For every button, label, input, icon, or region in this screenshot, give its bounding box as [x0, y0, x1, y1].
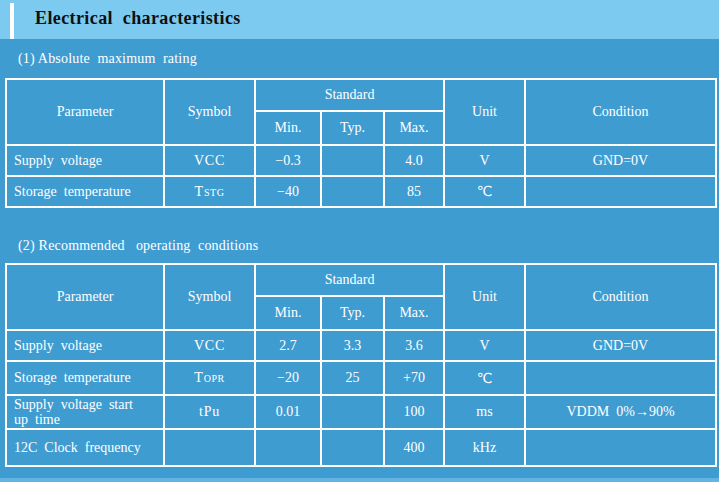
cell-condition: GND=0V: [525, 330, 716, 361]
cell-parameter: Storage temperature: [6, 176, 164, 207]
symbol-base: VCC: [194, 338, 225, 353]
symbol-base: VCC: [194, 153, 225, 168]
cell-typ: [321, 176, 384, 207]
cell-min: −20: [255, 361, 321, 395]
table-row: 12C Clock frequency 400 kHz: [6, 429, 716, 466]
header-min: Min.: [255, 296, 321, 330]
cell-symbol: tPu: [164, 395, 255, 429]
cell-typ: [321, 145, 384, 176]
header-standard: Standard: [255, 79, 444, 111]
cell-typ: 3.3: [321, 330, 384, 361]
cell-min: 0.01: [255, 395, 321, 429]
cell-unit: ℃: [444, 361, 525, 395]
header-typ: Typ.: [321, 296, 384, 330]
datasheet-page: Electrical characteristics (1) Absolute …: [0, 0, 719, 482]
symbol-subscript: STG: [204, 187, 224, 198]
header-unit: Unit: [444, 79, 525, 145]
header-condition: Condition: [525, 79, 716, 145]
cell-symbol: TOPR: [164, 361, 255, 395]
header-max: Max.: [384, 296, 444, 330]
page-title: Electrical characteristics: [35, 8, 241, 29]
symbol-base: T: [195, 184, 204, 199]
header-symbol: Symbol: [164, 264, 255, 330]
cell-typ: [321, 429, 384, 466]
cell-condition: GND=0V: [525, 145, 716, 176]
header-symbol: Symbol: [164, 79, 255, 145]
section-2-label: (2) Recommended operating conditions: [18, 238, 258, 254]
cell-min: 2.7: [255, 330, 321, 361]
symbol-base: tPu: [199, 404, 220, 419]
title-bar: Electrical characteristics: [0, 0, 719, 39]
symbol-base: T: [194, 370, 203, 385]
title-accent-bar: [10, 3, 14, 39]
cell-symbol: VCC: [164, 330, 255, 361]
cell-min: −0.3: [255, 145, 321, 176]
header-typ: Typ.: [321, 111, 384, 145]
cell-condition: [525, 176, 716, 207]
absolute-maximum-rating-table: Parameter Symbol Standard Unit Condition…: [5, 78, 717, 208]
header-parameter: Parameter: [6, 79, 164, 145]
table-row: Supply voltage VCC 2.7 3.3 3.6 V GND=0V: [6, 330, 716, 361]
cell-typ: 25: [321, 361, 384, 395]
section-1-label: (1) Absolute maximum rating: [18, 51, 197, 67]
cell-parameter: 12C Clock frequency: [6, 429, 164, 466]
cell-unit: ℃: [444, 176, 525, 207]
cell-min: [255, 429, 321, 466]
cell-symbol: [164, 429, 255, 466]
cell-max: 3.6: [384, 330, 444, 361]
cell-parameter: Supply voltage: [6, 330, 164, 361]
header-min: Min.: [255, 111, 321, 145]
cell-symbol: VCC: [164, 145, 255, 176]
cell-max: 400: [384, 429, 444, 466]
cell-max: 85: [384, 176, 444, 207]
cell-max: 4.0: [384, 145, 444, 176]
recommended-operating-conditions-table: Parameter Symbol Standard Unit Condition…: [5, 263, 717, 467]
cell-condition: [525, 361, 716, 395]
cell-symbol: TSTG: [164, 176, 255, 207]
cell-unit: V: [444, 145, 525, 176]
cell-unit: V: [444, 330, 525, 361]
header-parameter: Parameter: [6, 264, 164, 330]
header-standard: Standard: [255, 264, 444, 296]
cell-max: +70: [384, 361, 444, 395]
cell-unit: kHz: [444, 429, 525, 466]
table-row: Storage temperature TOPR −20 25 +70 ℃: [6, 361, 716, 395]
table-row: Supply voltage VCC −0.3 4.0 V GND=0V: [6, 145, 716, 176]
cell-max: 100: [384, 395, 444, 429]
cell-min: −40: [255, 176, 321, 207]
cell-condition: [525, 429, 716, 466]
cell-typ: [321, 395, 384, 429]
header-condition: Condition: [525, 264, 716, 330]
bottom-edge-strip: [0, 478, 719, 482]
table-row: Storage temperature TSTG −40 85 ℃: [6, 176, 716, 207]
header-max: Max.: [384, 111, 444, 145]
cell-parameter: Supply voltage: [6, 145, 164, 176]
cell-parameter: Storage temperature: [6, 361, 164, 395]
cell-unit: ms: [444, 395, 525, 429]
header-unit: Unit: [444, 264, 525, 330]
symbol-subscript: OPR: [204, 373, 225, 384]
cell-parameter: Supply voltage start up time: [6, 395, 164, 429]
cell-condition: VDDM 0%→90%: [525, 395, 716, 429]
table-row: Supply voltage start up time tPu 0.01 10…: [6, 395, 716, 429]
